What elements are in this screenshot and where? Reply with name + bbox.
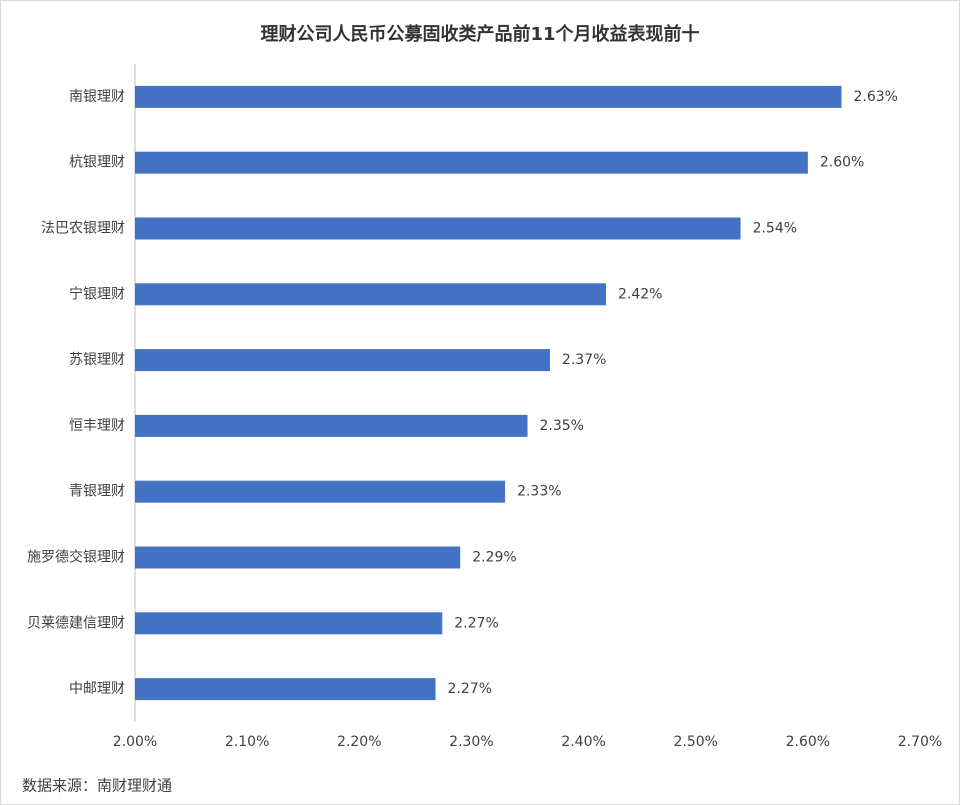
data-label: 2.27% bbox=[448, 681, 492, 697]
y-tick-label: 贝莱德建信理财 bbox=[27, 615, 125, 631]
x-tick-label: 2.20% bbox=[337, 734, 381, 750]
bar bbox=[135, 349, 550, 372]
data-label: 2.37% bbox=[562, 352, 606, 368]
y-tick-label: 施罗德交银理财 bbox=[27, 549, 125, 566]
data-label: 2.60% bbox=[820, 155, 864, 171]
data-label: 2.63% bbox=[854, 89, 898, 105]
y-tick-label: 法巴农银理财 bbox=[41, 221, 125, 237]
source-note: 数据来源：南财理财通 bbox=[22, 777, 172, 795]
x-tick-label: 2.70% bbox=[898, 734, 942, 750]
y-tick-label: 杭银理财 bbox=[69, 155, 125, 171]
data-label: 2.42% bbox=[618, 286, 662, 302]
data-label: 2.54% bbox=[753, 221, 797, 237]
bar bbox=[135, 612, 443, 635]
data-label: 2.29% bbox=[472, 550, 516, 566]
bar bbox=[135, 283, 606, 306]
x-tick-label: 2.50% bbox=[673, 734, 717, 750]
y-tick-label: 恒丰理财 bbox=[69, 418, 125, 434]
y-tick-label: 宁银理财 bbox=[69, 285, 125, 302]
y-tick-label: 中邮理财 bbox=[69, 681, 125, 697]
data-label: 2.33% bbox=[517, 484, 561, 500]
x-tick-label: 2.00% bbox=[113, 734, 157, 750]
bar bbox=[135, 217, 741, 240]
x-tick-label: 2.40% bbox=[561, 734, 605, 750]
chart-title: 理财公司人民币公募固收类产品前11个月收益表现前十 bbox=[260, 23, 699, 45]
bar bbox=[135, 480, 506, 503]
bar bbox=[135, 414, 528, 437]
bar bbox=[135, 546, 461, 569]
data-label: 2.27% bbox=[454, 615, 498, 631]
x-tick-label: 2.60% bbox=[786, 734, 830, 750]
y-tick-label: 南银理财 bbox=[69, 89, 125, 105]
x-tick-label: 2.10% bbox=[225, 734, 269, 750]
x-tick-label: 2.30% bbox=[449, 734, 493, 750]
data-label: 2.35% bbox=[540, 418, 584, 434]
bar bbox=[135, 151, 808, 174]
bar bbox=[135, 85, 842, 108]
y-tick-label: 青银理财 bbox=[69, 484, 125, 500]
bar bbox=[135, 678, 436, 701]
y-tick-label: 苏银理财 bbox=[69, 352, 125, 368]
